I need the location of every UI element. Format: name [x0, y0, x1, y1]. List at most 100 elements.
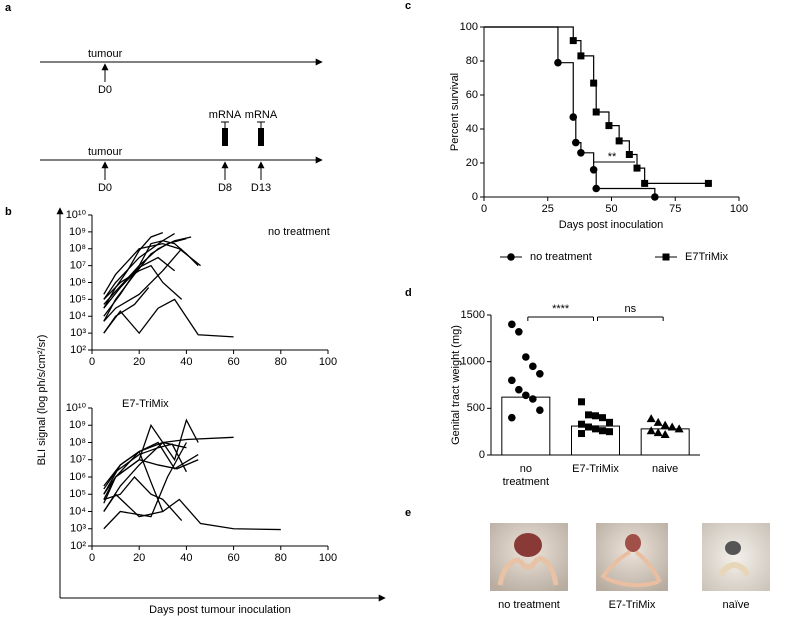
y-axis-label: Genital tract weight (mg)	[450, 325, 462, 445]
y-tick-label: 0	[479, 449, 485, 461]
data-point	[592, 425, 599, 433]
x-tick-label: 0	[481, 203, 487, 215]
panel-label: e	[405, 507, 411, 519]
x-tick-label: E7-TriMix	[572, 463, 619, 475]
data-line	[103, 264, 183, 300]
data-point	[592, 412, 599, 420]
x-tick-label: 60	[227, 356, 239, 368]
data-point	[536, 406, 544, 415]
panel-label: b	[5, 206, 12, 218]
x-axis-label: Days post tumour inoculation	[149, 604, 291, 616]
data-point	[606, 418, 613, 426]
y-tick-label: 100	[460, 21, 478, 33]
panel-label: a	[5, 2, 12, 14]
data-line	[103, 442, 187, 530]
y-tick-label: 0	[472, 191, 478, 203]
photo-caption: no treatment	[498, 599, 560, 611]
x-tick-label: 80	[275, 356, 287, 368]
y-tick-label: 10²	[70, 540, 86, 552]
data-point	[578, 430, 585, 438]
event-label: tumour	[88, 48, 123, 60]
survival-marker	[554, 58, 562, 67]
data-line	[103, 459, 199, 500]
data-point	[660, 420, 670, 429]
y-axis-label: Percent survival	[449, 73, 461, 151]
data-point	[578, 398, 585, 406]
survival-marker	[651, 193, 659, 201]
x-tick-label: 25	[542, 203, 554, 215]
event-label: mRNA	[209, 109, 242, 121]
y-tick-label: 10⁶	[69, 471, 86, 483]
y-tick-label: 10⁴	[69, 505, 86, 517]
survival-marker	[572, 138, 580, 147]
survival-marker	[577, 52, 585, 60]
event-day: D8	[218, 182, 232, 194]
data-point	[522, 391, 530, 400]
survival-marker	[592, 108, 600, 116]
syringe	[222, 128, 228, 146]
survival-marker	[590, 79, 598, 87]
data-point	[599, 414, 606, 422]
y-tick-label: 10⁵	[69, 488, 86, 500]
y-tick-label: 80	[466, 55, 478, 67]
y-tick-label: 10³	[70, 523, 86, 535]
data-point	[515, 328, 523, 336]
photo	[490, 523, 568, 591]
x-tick-label: 0	[89, 552, 95, 564]
data-point	[508, 376, 516, 385]
event-label: tumour	[88, 146, 123, 158]
legend-marker	[507, 253, 515, 261]
data-line	[103, 242, 201, 295]
photo	[596, 523, 668, 591]
photo-caption: E7-TriMix	[609, 599, 656, 611]
panel-label: c	[405, 0, 411, 12]
data-point	[674, 424, 684, 433]
x-tick-label: 100	[319, 552, 337, 564]
x-tick-label: 75	[669, 203, 681, 215]
x-axis-label: Days post inoculation	[559, 219, 664, 231]
y-tick-label: 10⁹	[69, 226, 86, 238]
y-tick-label: 40	[466, 123, 478, 135]
y-tick-label: 10²	[70, 344, 86, 356]
x-tick-label: 20	[133, 552, 145, 564]
data-point	[667, 422, 677, 431]
x-tick-label: 100	[319, 356, 337, 368]
y-tick-label: 10⁸	[69, 436, 86, 448]
y-axis-label: BLI signal (log ph/s/cm²/sr)	[36, 335, 48, 466]
data-line	[103, 476, 183, 521]
x-tick-label: 40	[180, 356, 192, 368]
significance-label: **	[608, 151, 617, 163]
survival-marker	[569, 113, 578, 121]
x-tick-label: 60	[227, 552, 239, 564]
data-point	[646, 414, 656, 423]
survival-marker	[615, 137, 623, 145]
x-tick-label: 20	[133, 356, 145, 368]
survival-marker	[589, 166, 598, 174]
x-tick-label: naive	[652, 463, 679, 475]
data-line	[103, 493, 281, 531]
data-line	[103, 232, 164, 309]
survival-marker	[569, 37, 577, 45]
y-tick-label: 60	[466, 89, 478, 101]
data-point	[529, 395, 537, 403]
x-tick-label: 50	[605, 203, 617, 215]
data-point	[599, 427, 606, 435]
data-line	[103, 441, 199, 487]
legend-marker	[662, 253, 670, 261]
data-line	[103, 248, 183, 322]
data-point	[515, 385, 523, 394]
significance-label: ****	[552, 303, 570, 315]
y-tick-label: 20	[466, 157, 478, 169]
event-day: D13	[251, 182, 271, 194]
data-point	[522, 353, 530, 361]
survival-line	[484, 26, 709, 184]
data-point	[529, 362, 537, 371]
y-tick-label: 10⁶	[69, 276, 86, 288]
significance-label: ns	[625, 303, 637, 315]
data-point	[578, 420, 585, 428]
survival-marker	[641, 179, 649, 187]
y-tick-label: 500	[467, 402, 485, 414]
y-tick-label: 10⁷	[70, 260, 86, 272]
